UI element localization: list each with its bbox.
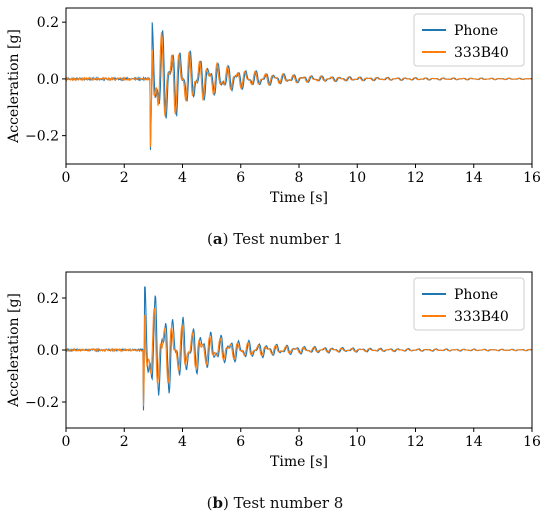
series-line-333b40 <box>66 32 532 147</box>
x-tick-label: 4 <box>178 170 187 186</box>
x-tick-label: 0 <box>62 170 71 186</box>
legend-label-333b40: 333B40 <box>454 45 509 61</box>
legend-label-333b40: 333B40 <box>454 309 509 325</box>
chart-panel-b: 0 2 4 6 8 10 12 14 16 −0.2 0.0 0.2 Time [s] Accelerat… <box>6 271 541 470</box>
x-tick-label: 8 <box>295 434 304 450</box>
y-axis-label: Acceleration [g] <box>6 293 22 408</box>
series-line-333b40 <box>66 307 532 407</box>
x-tick-label: 8 <box>295 170 304 186</box>
x-tick-label: 10 <box>348 434 366 450</box>
chart-panel-a: 0 2 4 6 8 10 12 14 16 −0.2 0.0 0.2 Time [s] Accelerat… <box>6 7 541 206</box>
x-tick-label: 12 <box>407 170 425 186</box>
x-tick-label: 0 <box>62 434 71 450</box>
x-tick-label: 10 <box>348 170 366 186</box>
x-tick-label: 12 <box>407 434 425 450</box>
caption-b: (b) Test number 8 <box>206 494 344 512</box>
x-tick-label: 6 <box>236 170 245 186</box>
legend: Phone 333B40 <box>413 277 525 331</box>
y-tick-label: 0.2 <box>37 15 59 31</box>
x-tick-label: 2 <box>120 170 129 186</box>
x-tick-label: 2 <box>120 434 129 450</box>
y-tick-label: 0.0 <box>37 72 59 88</box>
y-tick-label: −0.2 <box>25 129 59 145</box>
y-tick-label: 0.2 <box>37 291 59 307</box>
x-tick-label: 6 <box>236 434 245 450</box>
caption-a: (a) Test number 1 <box>207 230 343 248</box>
x-tick-label: 4 <box>178 434 187 450</box>
x-tick-label: 14 <box>465 434 483 450</box>
x-tick-label: 16 <box>523 434 541 450</box>
legend-label-phone: Phone <box>454 23 498 39</box>
x-axis-label: Time [s] <box>270 454 328 470</box>
legend: Phone 333B40 <box>413 13 525 67</box>
y-axis-label: Acceleration [g] <box>6 29 22 144</box>
y-tick-label: −0.2 <box>25 395 59 411</box>
x-tick-label: 16 <box>523 170 541 186</box>
y-tick-label: 0.0 <box>37 343 59 359</box>
x-axis-label: Time [s] <box>270 190 328 206</box>
legend-label-phone: Phone <box>454 287 498 303</box>
x-tick-label: 14 <box>465 170 483 186</box>
